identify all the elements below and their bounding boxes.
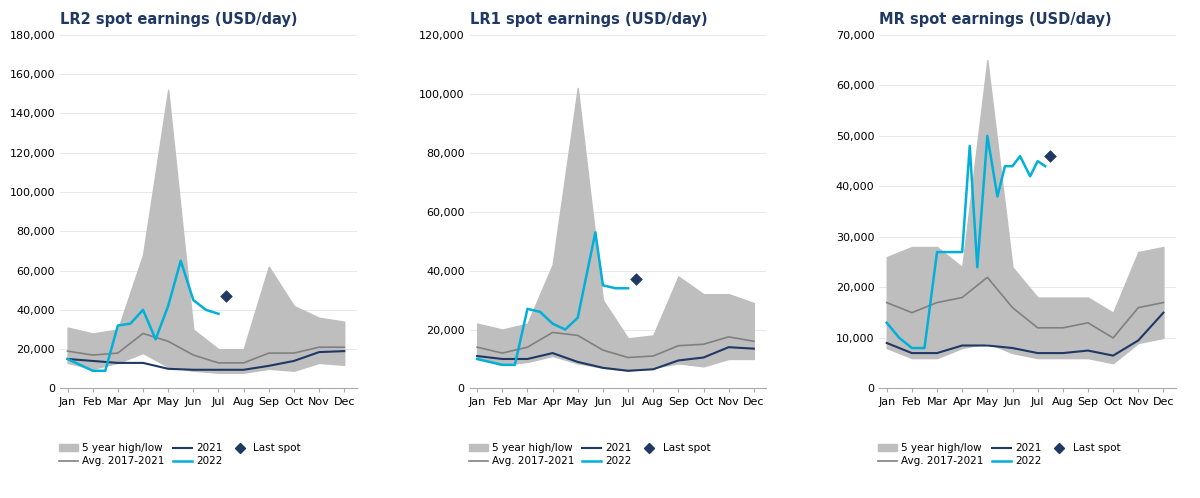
Legend: 5 year high/low, Avg. 2017-2021, 2021, 2022, Last spot: 5 year high/low, Avg. 2017-2021, 2021, 2… bbox=[469, 443, 710, 466]
Legend: 5 year high/low, Avg. 2017-2021, 2021, 2022, Last spot: 5 year high/low, Avg. 2017-2021, 2021, 2… bbox=[878, 443, 1121, 466]
Text: LR1 spot earnings (USD/day): LR1 spot earnings (USD/day) bbox=[469, 12, 707, 27]
Text: LR2 spot earnings (USD/day): LR2 spot earnings (USD/day) bbox=[60, 12, 298, 27]
Legend: 5 year high/low, Avg. 2017-2021, 2021, 2022, Last spot: 5 year high/low, Avg. 2017-2021, 2021, 2… bbox=[59, 443, 301, 466]
Point bbox=[1040, 152, 1060, 160]
Point bbox=[626, 275, 646, 283]
Text: MR spot earnings (USD/day): MR spot earnings (USD/day) bbox=[880, 12, 1112, 27]
Point bbox=[216, 292, 235, 300]
